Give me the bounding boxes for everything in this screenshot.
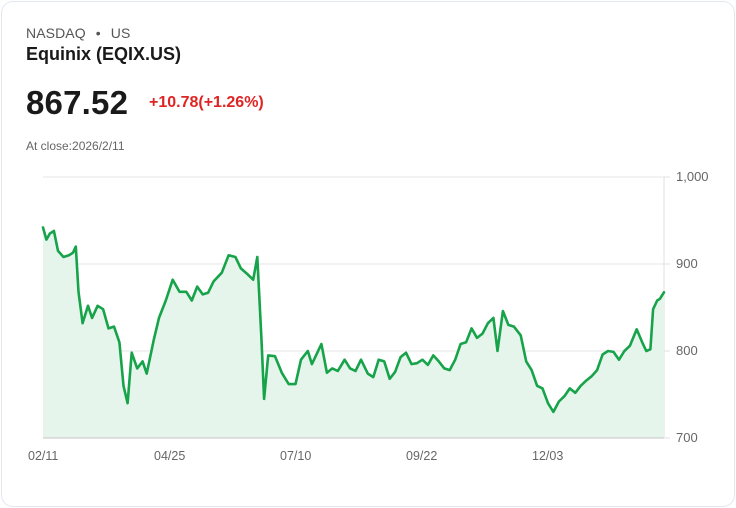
close-timestamp: At close:2026/2/11 bbox=[26, 139, 125, 153]
y-axis-labels: 1,000 900 800 700 bbox=[676, 169, 709, 445]
price-area bbox=[43, 227, 664, 438]
x-tick-0922: 09/22 bbox=[406, 449, 437, 463]
y-tick-1000: 1,000 bbox=[676, 169, 709, 184]
price-line bbox=[41, 226, 666, 414]
y-tick-800: 800 bbox=[676, 343, 698, 358]
exchange-line: NASDAQ • US bbox=[26, 25, 130, 41]
x-tick-0425: 04/25 bbox=[154, 449, 185, 463]
x-tick-0211: 02/11 bbox=[28, 449, 58, 463]
price-change: +10.78(+1.26%) bbox=[149, 94, 264, 111]
separator-dot: • bbox=[95, 25, 101, 41]
x-tick-1203: 12/03 bbox=[532, 449, 563, 463]
x-tick-0710: 07/10 bbox=[280, 449, 311, 463]
price-chart[interactable]: 1,000 900 800 700 02/11 04/25 07/10 09/2… bbox=[0, 160, 736, 480]
region-label: US bbox=[110, 25, 131, 41]
y-tick-900: 900 bbox=[676, 256, 698, 271]
exchange-name: NASDAQ bbox=[26, 25, 86, 41]
x-axis-labels: 02/11 04/25 07/10 09/22 12/03 bbox=[28, 449, 563, 463]
current-price: 867.52 bbox=[26, 84, 129, 121]
stock-title: Equinix (EQIX.US) bbox=[26, 44, 182, 64]
y-tick-700: 700 bbox=[676, 430, 698, 445]
